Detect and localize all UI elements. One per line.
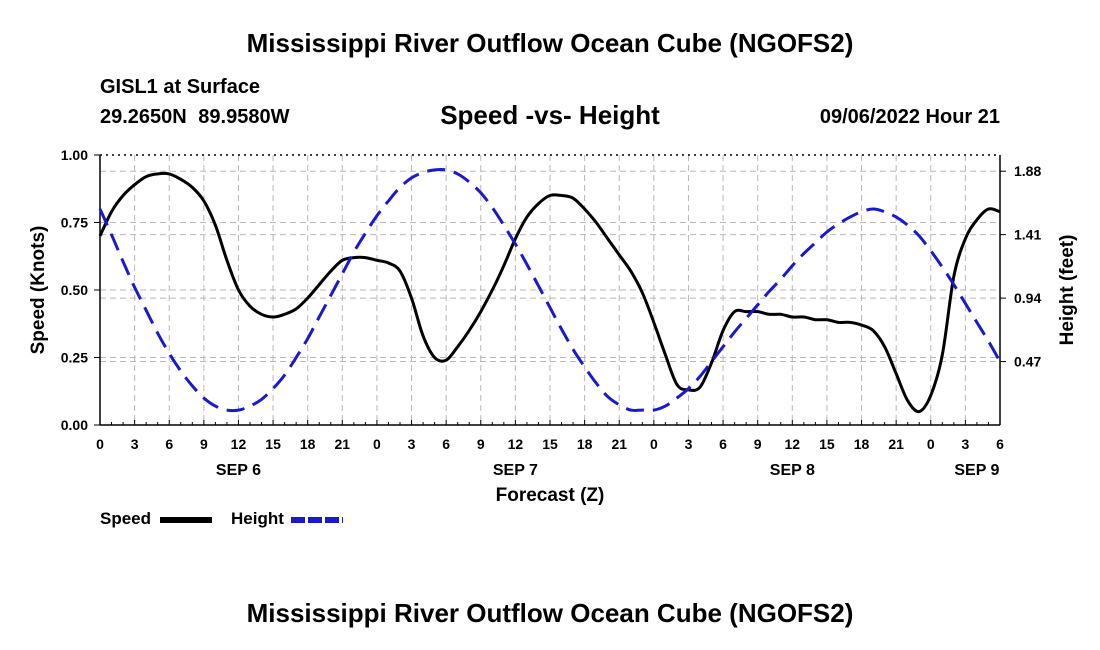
y-left-tick-label: 1.00 — [61, 147, 88, 163]
y-right-axis-title: Height (feet) — [1057, 235, 1078, 346]
y-right-tick-label: 0.94 — [1014, 290, 1041, 306]
y-right-tick-label: 1.88 — [1014, 163, 1041, 179]
x-tick-label: 3 — [685, 436, 693, 452]
x-tick-label: 12 — [508, 436, 524, 452]
x-tick-label: 12 — [231, 436, 247, 452]
x-tick-label: 9 — [477, 436, 485, 452]
x-tick-label: 18 — [300, 436, 316, 452]
station-label: GISL1 at Surface — [100, 76, 261, 98]
day-label: SEP 8 — [770, 462, 815, 479]
x-tick-label: 21 — [611, 436, 627, 452]
x-tick-label: 9 — [200, 436, 208, 452]
x-tick-label: 3 — [408, 436, 416, 452]
x-tick-label: 6 — [165, 436, 173, 452]
x-tick-label: 3 — [961, 436, 969, 452]
day-label: SEP 6 — [216, 462, 261, 479]
x-tick-label: 12 — [785, 436, 801, 452]
x-tick-label: 6 — [442, 436, 450, 452]
x-tick-label: 0 — [373, 436, 381, 452]
series-line-height — [98, 167, 1002, 413]
x-tick-label: 0 — [96, 436, 104, 452]
y-left-tick-label: 0.75 — [61, 215, 88, 231]
x-tick-label: 3 — [131, 436, 139, 452]
page-title: Mississippi River Outflow Ocean Cube (NG… — [246, 28, 854, 58]
footer-title: Mississippi River Outflow Ocean Cube (NG… — [246, 598, 854, 628]
chart-subtitle: Speed -vs- Height — [440, 100, 660, 130]
x-tick-label: 6 — [996, 436, 1004, 452]
x-tick-label: 15 — [542, 436, 558, 452]
forecast-datetime: 09/06/2022 Hour 21 — [819, 106, 1000, 128]
y-left-axis-title: Speed (Knots) — [28, 226, 49, 355]
series-line-speed — [98, 171, 1001, 414]
y-left-tick-label: 0.25 — [61, 350, 88, 366]
x-tick-label: 15 — [819, 436, 835, 452]
x-tick-label: 15 — [265, 436, 281, 452]
coordinates-label: 29.2650N 89.9580W — [100, 106, 290, 128]
x-tick-label: 0 — [650, 436, 658, 452]
x-tick-label: 21 — [888, 436, 904, 452]
day-label: SEP 7 — [493, 462, 538, 479]
x-tick-label: 18 — [577, 436, 593, 452]
legend-speed-label: Speed — [100, 509, 152, 528]
x-tick-label: 9 — [754, 436, 762, 452]
x-tick-label: 6 — [719, 436, 727, 452]
x-tick-label: 21 — [335, 436, 351, 452]
y-right-tick-label: 0.47 — [1014, 354, 1041, 370]
y-left-tick-label: 0.50 — [61, 282, 88, 298]
x-axis-title: Forecast (Z) — [496, 485, 605, 506]
x-tick-label: 18 — [854, 436, 870, 452]
x-tick-label: 0 — [927, 436, 935, 452]
legend-height-label: Height — [231, 509, 284, 528]
y-right-tick-label: 1.41 — [1014, 227, 1041, 243]
day-label: SEP 9 — [954, 462, 999, 479]
y-left-tick-label: 0.00 — [61, 417, 88, 433]
